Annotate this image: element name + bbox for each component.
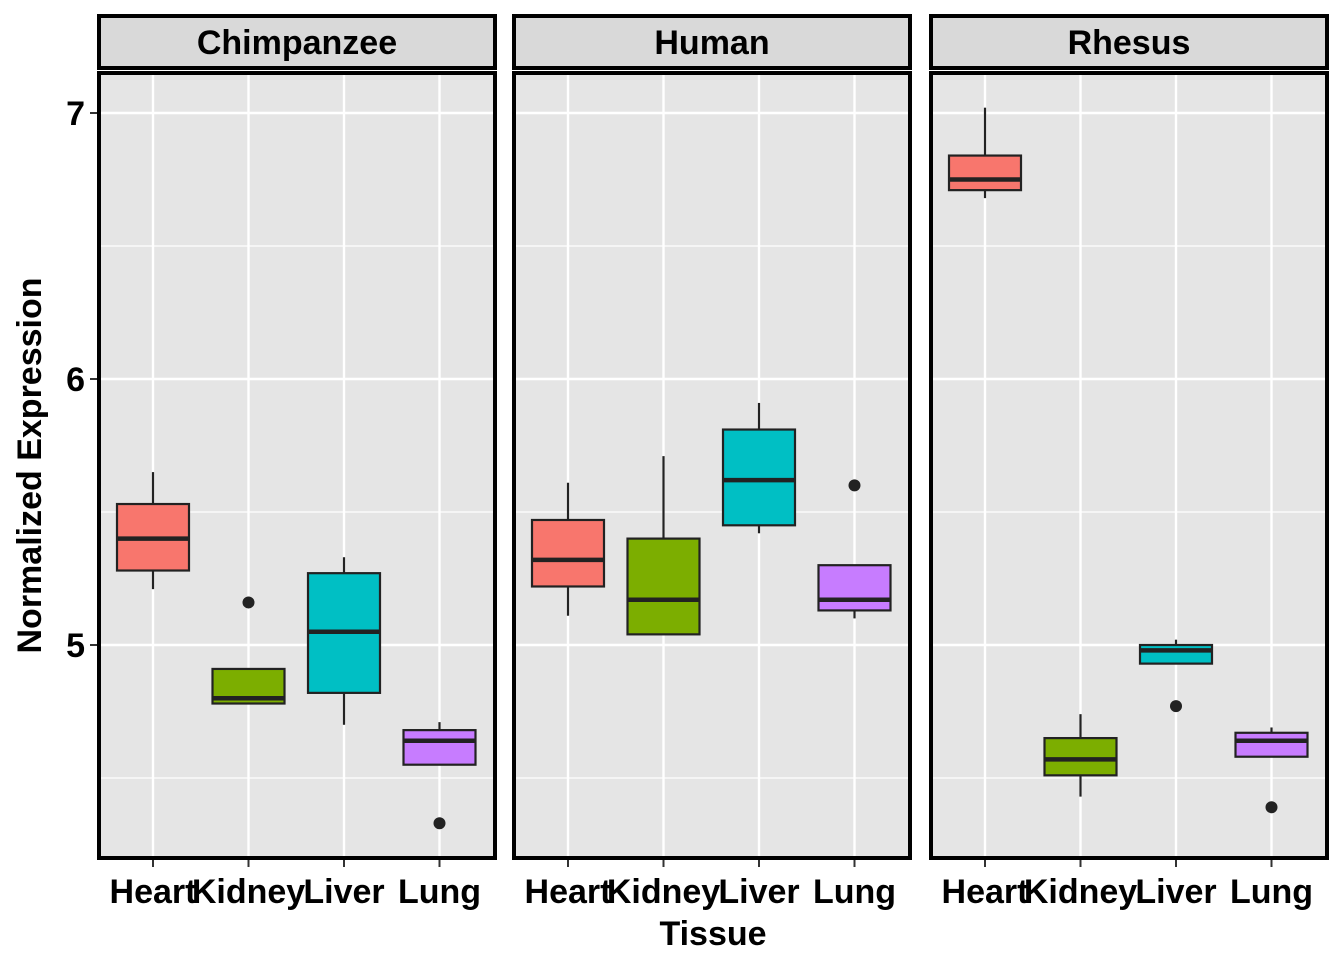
box-iqr (817, 564, 892, 612)
boxplot-kidney (211, 596, 286, 705)
boxplot-liver (1138, 639, 1214, 713)
x-tick-label: Liver (303, 873, 384, 911)
facet-strip-label: Human (654, 24, 769, 62)
x-tick-label: Heart (942, 873, 1029, 911)
boxplot-kidney (626, 456, 701, 636)
x-tick-label: Liver (1135, 873, 1216, 911)
x-axis-title: Tissue (659, 915, 766, 953)
panel-background (931, 73, 1327, 858)
boxplot-kidney (1043, 714, 1118, 797)
panel-border (512, 71, 912, 860)
facet-strip-label: Rhesus (1068, 24, 1191, 62)
x-tick-label: Kidney (607, 873, 720, 911)
boxplot-lung (817, 479, 892, 619)
x-tick-label: Kidney (192, 873, 305, 911)
boxplot-heart (530, 482, 606, 616)
y-axis-title: Normalized Expression (11, 277, 49, 653)
box-iqr (626, 537, 701, 636)
x-tick-label: Lung (398, 873, 481, 911)
x-tick-label: Liver (718, 873, 799, 911)
y-tick-label: 7 (66, 95, 85, 133)
boxplot-liver (721, 402, 797, 534)
box-iqr (402, 729, 477, 766)
facet-strip (929, 14, 1329, 70)
boxplot-heart (947, 107, 1023, 199)
x-tick-label: Lung (1230, 873, 1313, 911)
panel-background (99, 73, 495, 858)
panel-border (929, 71, 1329, 860)
x-tick-label: Lung (813, 873, 896, 911)
x-tick-label: Heart (110, 873, 197, 911)
y-tick-label: 5 (66, 627, 85, 665)
outlier-point (1170, 700, 1182, 713)
boxplot-heart (115, 472, 191, 590)
outlier-point (242, 596, 255, 609)
box-iqr (1234, 731, 1309, 758)
boxplot-lung (402, 722, 477, 830)
outlier-point (433, 817, 446, 830)
box-iqr (947, 154, 1023, 192)
box-iqr (721, 428, 797, 527)
facet-strip-label: Chimpanzee (197, 24, 397, 62)
panel-background (514, 73, 910, 858)
panel-border (97, 71, 497, 860)
box-iqr (1043, 736, 1118, 777)
y-tick-label: 6 (66, 361, 85, 399)
facet-strip (512, 14, 912, 70)
outlier-point (1265, 801, 1278, 814)
boxplot-lung (1234, 727, 1309, 814)
box-iqr (1138, 643, 1214, 665)
x-tick-label: Kidney (1024, 873, 1137, 911)
box-iqr (530, 518, 606, 588)
outlier-point (848, 479, 861, 492)
boxplot-liver (306, 557, 382, 725)
facet-strip (97, 14, 497, 70)
x-tick-label: Heart (525, 873, 612, 911)
